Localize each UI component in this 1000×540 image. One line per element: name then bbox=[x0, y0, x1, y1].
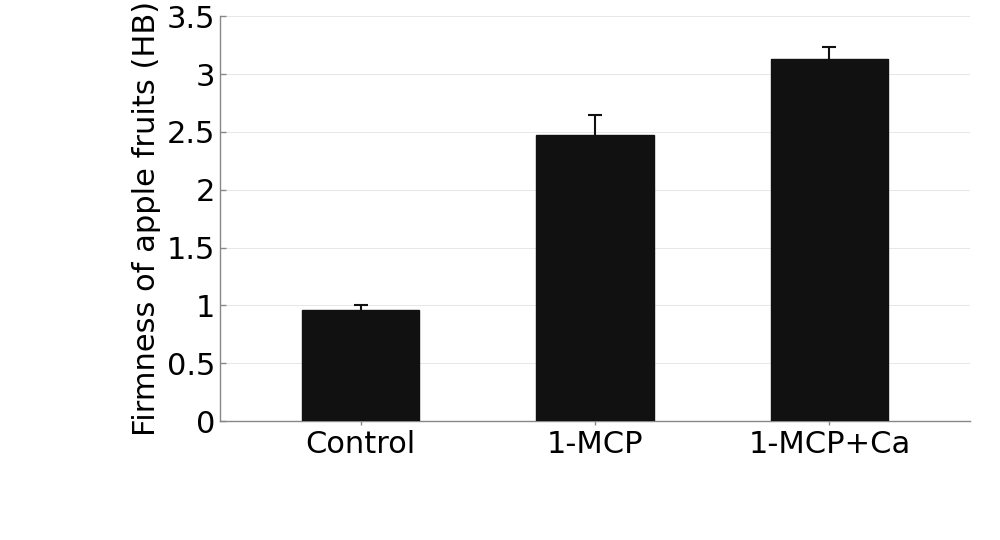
Bar bbox=[536, 136, 654, 421]
Bar bbox=[771, 59, 888, 421]
Y-axis label: Firmness of apple fruits (HB): Firmness of apple fruits (HB) bbox=[132, 1, 161, 436]
Bar bbox=[302, 310, 419, 421]
